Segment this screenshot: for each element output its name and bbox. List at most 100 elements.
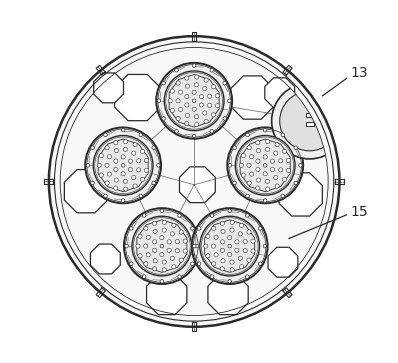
Bar	[306, 105, 314, 109]
Circle shape	[185, 94, 189, 99]
Circle shape	[235, 240, 239, 244]
Circle shape	[258, 262, 262, 265]
Circle shape	[287, 158, 291, 163]
Circle shape	[185, 113, 189, 118]
Circle shape	[129, 227, 133, 230]
Circle shape	[256, 140, 260, 145]
Circle shape	[144, 244, 148, 248]
Circle shape	[228, 164, 232, 167]
Circle shape	[104, 133, 107, 136]
Circle shape	[211, 85, 216, 89]
Circle shape	[142, 275, 146, 278]
Circle shape	[114, 186, 118, 190]
Circle shape	[160, 236, 164, 240]
Circle shape	[207, 94, 212, 98]
Circle shape	[192, 90, 196, 94]
Circle shape	[220, 267, 224, 271]
Circle shape	[239, 163, 244, 167]
Circle shape	[298, 164, 302, 167]
Circle shape	[107, 172, 112, 176]
Circle shape	[121, 199, 125, 203]
Circle shape	[275, 184, 279, 188]
Circle shape	[263, 155, 267, 159]
Circle shape	[283, 149, 287, 154]
Circle shape	[172, 223, 176, 228]
Circle shape	[279, 168, 283, 172]
Text: 15: 15	[351, 205, 369, 219]
Circle shape	[220, 248, 224, 252]
Circle shape	[144, 168, 148, 172]
Circle shape	[204, 119, 208, 123]
Circle shape	[160, 209, 164, 213]
Circle shape	[123, 179, 127, 183]
Circle shape	[235, 135, 295, 195]
Circle shape	[99, 154, 103, 158]
Circle shape	[246, 133, 249, 136]
Circle shape	[178, 107, 183, 111]
Circle shape	[203, 86, 207, 91]
Circle shape	[238, 232, 242, 236]
Circle shape	[206, 234, 210, 238]
Circle shape	[247, 230, 251, 234]
Circle shape	[241, 173, 246, 177]
Polygon shape	[231, 76, 274, 119]
Circle shape	[121, 155, 125, 159]
Circle shape	[275, 143, 279, 147]
Bar	[306, 122, 314, 126]
Circle shape	[139, 133, 142, 136]
Circle shape	[210, 214, 214, 217]
Circle shape	[152, 248, 157, 252]
Circle shape	[144, 226, 148, 231]
Circle shape	[153, 259, 157, 263]
Circle shape	[233, 181, 236, 185]
Circle shape	[230, 268, 234, 272]
Circle shape	[192, 64, 196, 67]
Circle shape	[204, 78, 208, 82]
Circle shape	[221, 259, 225, 263]
Circle shape	[183, 249, 187, 253]
Circle shape	[200, 216, 259, 276]
Circle shape	[162, 220, 166, 224]
Circle shape	[203, 111, 207, 115]
Circle shape	[228, 252, 232, 257]
Circle shape	[256, 148, 261, 153]
Circle shape	[193, 244, 196, 248]
Circle shape	[176, 81, 180, 85]
Circle shape	[228, 244, 232, 248]
Circle shape	[281, 194, 285, 198]
Circle shape	[176, 117, 180, 121]
Polygon shape	[265, 78, 295, 107]
Circle shape	[247, 258, 251, 262]
Circle shape	[270, 167, 275, 172]
Circle shape	[128, 159, 133, 163]
Circle shape	[175, 240, 179, 244]
Circle shape	[132, 175, 136, 180]
Circle shape	[179, 258, 183, 262]
Polygon shape	[90, 244, 120, 274]
Circle shape	[178, 214, 181, 217]
Polygon shape	[94, 73, 123, 103]
Circle shape	[256, 167, 260, 172]
Circle shape	[212, 226, 216, 231]
Circle shape	[265, 179, 269, 183]
Circle shape	[138, 234, 142, 238]
Circle shape	[243, 240, 247, 244]
Circle shape	[105, 146, 109, 150]
Circle shape	[132, 151, 136, 155]
Circle shape	[235, 248, 239, 252]
Circle shape	[157, 164, 160, 167]
Circle shape	[220, 221, 224, 225]
Circle shape	[263, 164, 267, 167]
Circle shape	[152, 181, 156, 185]
Circle shape	[240, 265, 244, 269]
Circle shape	[195, 244, 199, 248]
Circle shape	[206, 254, 210, 258]
Circle shape	[228, 99, 231, 103]
Circle shape	[246, 214, 249, 217]
Circle shape	[152, 221, 156, 225]
Polygon shape	[208, 274, 248, 315]
Text: 13: 13	[351, 66, 369, 80]
Circle shape	[280, 91, 339, 151]
Circle shape	[105, 163, 109, 167]
Polygon shape	[279, 173, 322, 216]
